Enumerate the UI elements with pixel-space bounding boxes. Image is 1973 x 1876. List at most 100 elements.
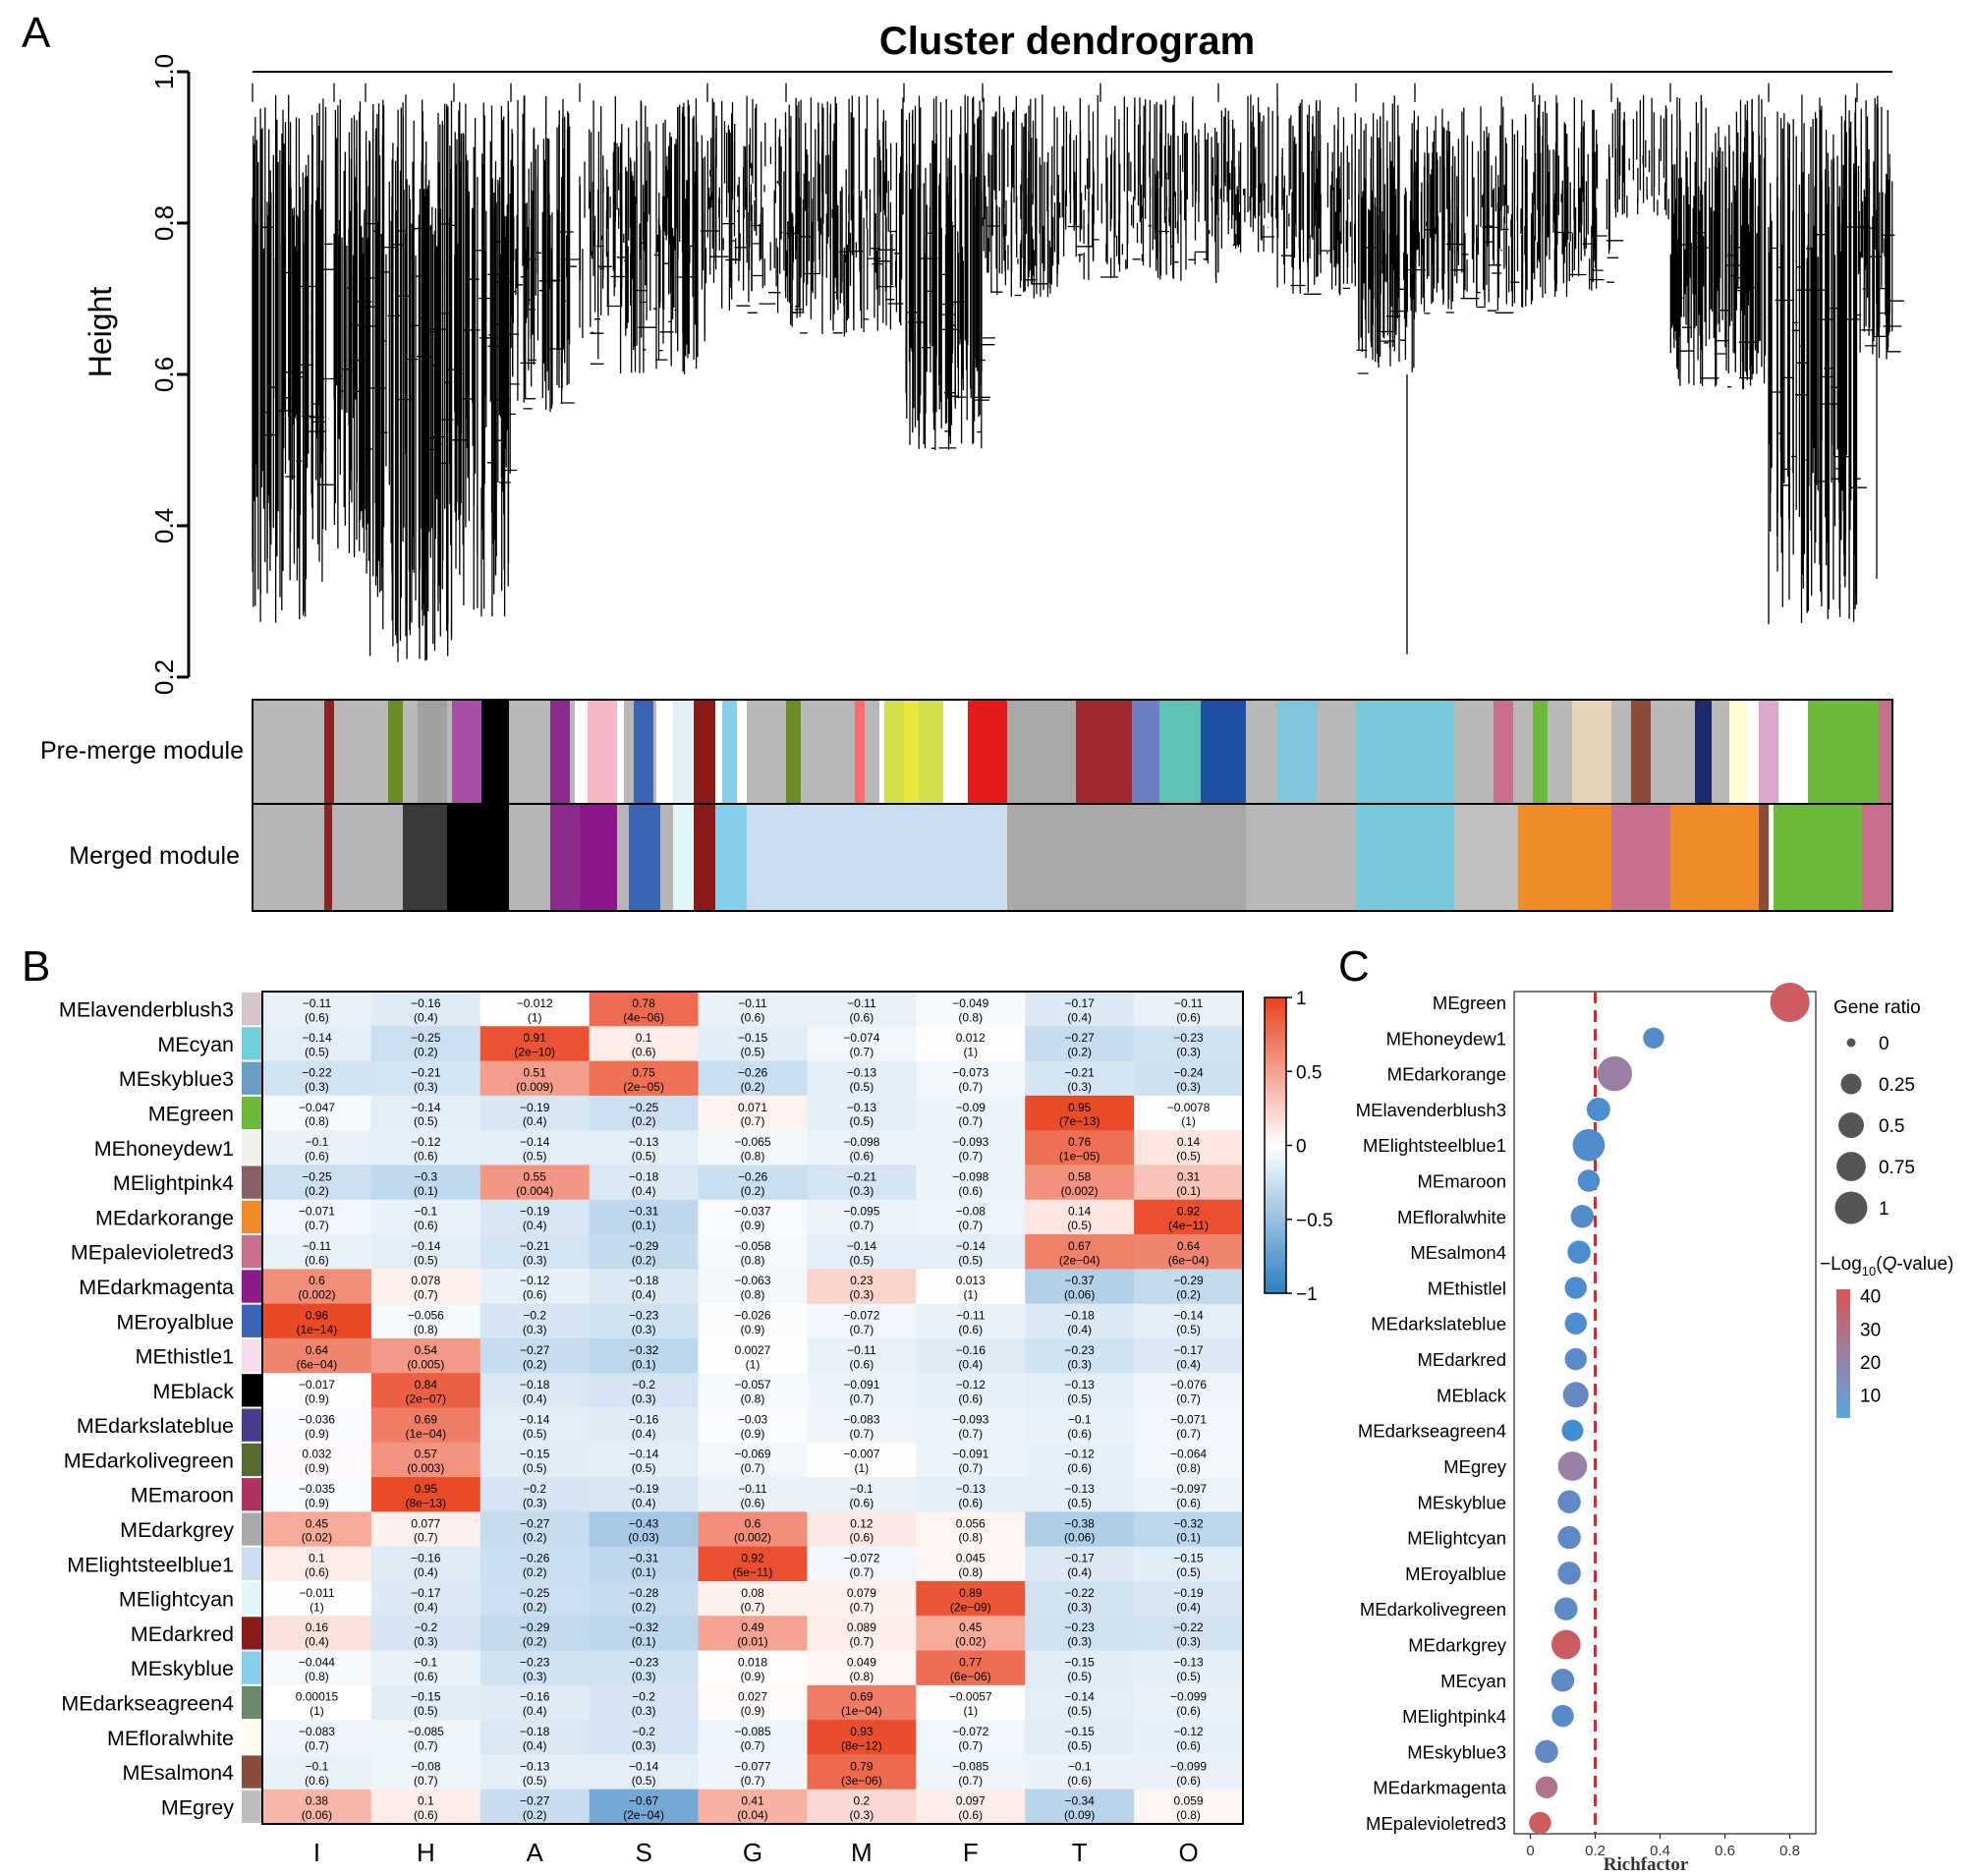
category-label: MEthistlel xyxy=(1428,1278,1506,1298)
premerge-segment xyxy=(418,700,447,804)
cell-pvalue: (0.7) xyxy=(958,1427,983,1441)
column-label: S xyxy=(635,1838,651,1867)
heatmap-cell xyxy=(370,1650,481,1686)
heatmap-cell xyxy=(916,1650,1026,1686)
cell-correlation: 0.95 xyxy=(415,1482,438,1496)
cell-correlation: −0.24 xyxy=(1173,1065,1204,1079)
size-legend-dot xyxy=(1836,1152,1866,1181)
cell-pvalue: (1e−14) xyxy=(297,1323,338,1336)
heatmap-cell xyxy=(1025,1130,1135,1165)
category-label: MEdarkslateblue xyxy=(1371,1314,1506,1335)
heatmap-cell xyxy=(262,1373,372,1408)
cell-correlation: −0.16 xyxy=(411,1552,441,1565)
cell-correlation: −0.25 xyxy=(629,1101,659,1114)
cell-correlation: −0.14 xyxy=(956,1239,986,1253)
x-tick-label: 0.4 xyxy=(1650,1843,1670,1859)
premerge-segment xyxy=(1695,700,1712,804)
cell-correlation: −0.22 xyxy=(1173,1620,1204,1634)
y-tick-label: 1.0 xyxy=(149,54,179,89)
premerge-segment xyxy=(904,700,919,804)
cell-pvalue: (1) xyxy=(528,1010,542,1024)
category-label: MEsalmon4 xyxy=(1410,1242,1506,1263)
cell-pvalue: (0.6) xyxy=(1176,1010,1201,1024)
cell-pvalue: (4e−11) xyxy=(1168,1219,1209,1232)
cell-correlation: 0.91 xyxy=(524,1031,547,1045)
cell-pvalue: (0.7) xyxy=(741,1600,765,1614)
cell-pvalue: (0.7) xyxy=(958,1461,983,1475)
category-label: MEdarkgrey xyxy=(1408,1634,1506,1655)
dotplot-xlabel: Richfactor xyxy=(1604,1854,1689,1875)
cell-correlation: −0.19 xyxy=(629,1482,659,1496)
category-label: MEdarkolivegreen xyxy=(1360,1599,1506,1620)
cell-pvalue: (0.6) xyxy=(741,1010,765,1024)
cell-pvalue: (0.3) xyxy=(305,1080,329,1094)
cell-pvalue: (0.6) xyxy=(958,1393,983,1406)
heatmap-cell xyxy=(1134,1684,1244,1721)
dot-point xyxy=(1564,1277,1587,1299)
heatmap-cell xyxy=(1025,1789,1135,1825)
cell-correlation: −0.18 xyxy=(520,1725,550,1738)
cell-pvalue: (0.1) xyxy=(414,1184,438,1198)
cell-correlation: −0.037 xyxy=(734,1205,770,1219)
heatmap-cell xyxy=(370,1442,481,1478)
cell-pvalue: (0.4) xyxy=(958,1357,983,1371)
dot-point xyxy=(1557,1562,1581,1585)
category-label: MEgrey xyxy=(1443,1456,1506,1477)
heatmap-cell xyxy=(1025,1511,1135,1548)
cell-correlation: −0.15 xyxy=(738,1031,768,1045)
size-legend-dot xyxy=(1840,1073,1862,1095)
heatmap-cell xyxy=(262,1303,372,1339)
premerge-segment xyxy=(1159,700,1201,804)
cell-correlation: −0.0078 xyxy=(1167,1101,1211,1114)
cell-correlation: −0.085 xyxy=(734,1725,770,1738)
cell-correlation: −0.049 xyxy=(952,996,988,1010)
cell-pvalue: (0.06) xyxy=(302,1808,332,1822)
heatmap-cell xyxy=(1025,1407,1135,1444)
heatmap-cell xyxy=(807,1373,917,1408)
enrichment-dotplot: 0 0.2 0.4 0.6 0.8 MEgreen MEhoneydew1 MEdarkora… xyxy=(1356,982,1817,1859)
cell-pvalue: (0.7) xyxy=(958,1774,983,1788)
heatmap-cell xyxy=(479,1026,591,1062)
cell-pvalue: (0.3) xyxy=(1067,1357,1092,1371)
heatmap-cell xyxy=(262,1650,372,1686)
cell-correlation: −0.21 xyxy=(1064,1065,1095,1079)
cell-pvalue: (0.4) xyxy=(1067,1010,1092,1024)
cell-correlation: 0.69 xyxy=(415,1412,438,1426)
dot-point xyxy=(1550,1629,1581,1660)
row-label: MEgreen xyxy=(148,1103,234,1126)
cell-correlation: −0.18 xyxy=(520,1378,550,1392)
heatmap-cell xyxy=(589,1303,700,1339)
category-label: MEgreen xyxy=(1433,993,1506,1013)
panel-label-a: A xyxy=(22,9,51,57)
premerge-segment xyxy=(1879,700,1892,804)
heatmap-cell xyxy=(370,1511,481,1548)
heatmap-cell xyxy=(479,1337,591,1374)
cell-pvalue: (0.005) xyxy=(407,1357,444,1371)
cell-pvalue: (0.1) xyxy=(1176,1531,1201,1545)
premerge-segment xyxy=(1572,700,1611,804)
row-label: MEdarkslateblue xyxy=(77,1414,234,1438)
column-label: A xyxy=(527,1838,544,1867)
cell-correlation: −0.16 xyxy=(520,1690,550,1704)
cell-correlation: −0.056 xyxy=(408,1309,444,1323)
row-label: MEroyalblue xyxy=(117,1310,235,1334)
dot-point xyxy=(1535,1776,1558,1798)
cell-correlation: −0.11 xyxy=(847,996,876,1010)
cell-pvalue: (1) xyxy=(963,1046,978,1059)
cell-pvalue: (1) xyxy=(855,1461,870,1475)
cell-pvalue: (0.9) xyxy=(305,1496,329,1509)
heatmap-cell xyxy=(807,1234,917,1270)
heatmap-cell xyxy=(262,1165,372,1201)
premerge-segment xyxy=(481,700,509,804)
heatmap-cell xyxy=(1134,992,1244,1027)
cell-pvalue: (5e−11) xyxy=(733,1565,773,1579)
cell-pvalue: (0.6) xyxy=(414,1219,438,1232)
heatmap-cell xyxy=(589,1684,700,1721)
cell-pvalue: (0.4) xyxy=(414,1565,438,1579)
cell-correlation: 0.57 xyxy=(415,1448,438,1461)
heatmap-cell xyxy=(698,1026,808,1062)
heatmap-cell xyxy=(698,1130,808,1165)
dot-point xyxy=(1570,1205,1595,1228)
cell-correlation: 0.45 xyxy=(959,1620,983,1634)
cell-correlation: 0.92 xyxy=(1177,1205,1201,1219)
